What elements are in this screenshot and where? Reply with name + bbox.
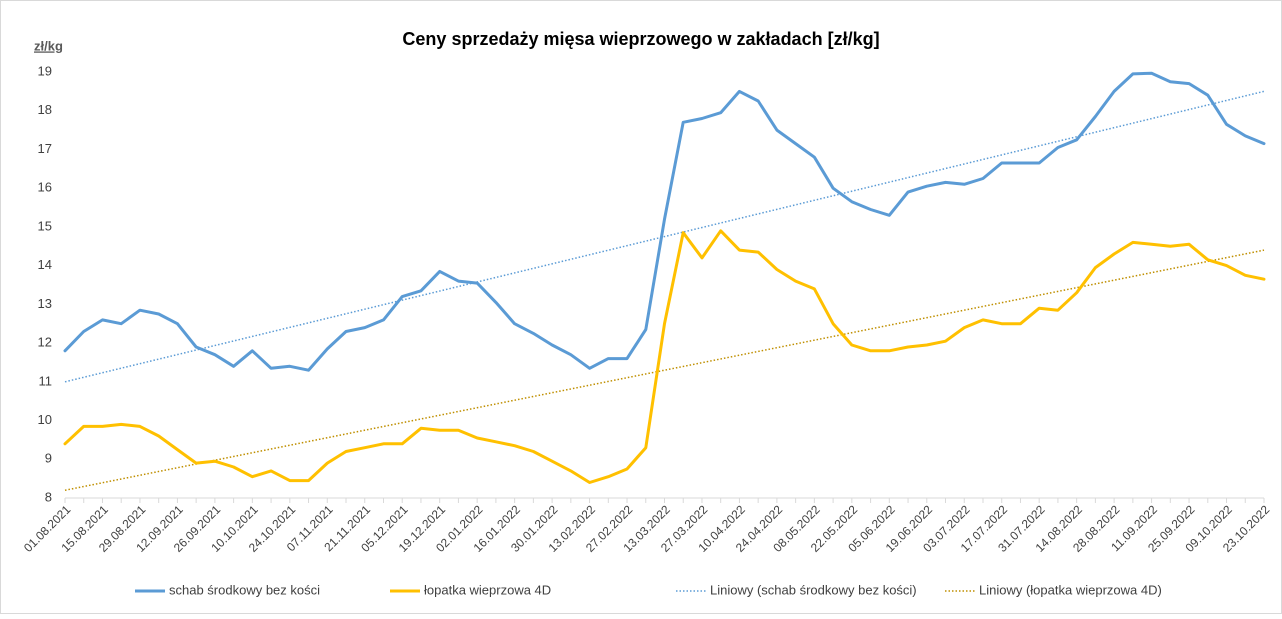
y-tick-label: 19 <box>38 63 52 78</box>
y-tick-label: 14 <box>38 257 52 272</box>
y-tick-label: 12 <box>38 335 52 350</box>
series-line <box>63 229 1266 484</box>
y-tick-label: 11 <box>39 373 53 388</box>
chart-title: Ceny sprzedaży mięsa wieprzowego w zakła… <box>402 29 879 49</box>
y-tick-label: 17 <box>38 141 52 156</box>
trendline <box>64 249 1265 491</box>
legend-label: schab środkowy bez kości <box>169 582 320 597</box>
y-tick-label: 8 <box>45 489 52 504</box>
series-line <box>63 71 1266 372</box>
y-tick-label: 15 <box>38 218 52 233</box>
y-tick-label: 18 <box>38 102 52 117</box>
y-tick-label: 10 <box>38 412 52 427</box>
y-tick-label: 16 <box>38 180 52 195</box>
y-tick-label: 9 <box>45 451 52 466</box>
legend-label: Liniowy (schab środkowy bez kości) <box>710 582 917 597</box>
trendline <box>64 90 1265 383</box>
y-axis-label: zł/kg <box>34 38 63 53</box>
legend-label: Liniowy (łopatka wieprzowa 4D) <box>979 582 1162 597</box>
legend-label: łopatka wieprzowa 4D <box>424 582 551 597</box>
y-tick-label: 13 <box>38 296 52 311</box>
